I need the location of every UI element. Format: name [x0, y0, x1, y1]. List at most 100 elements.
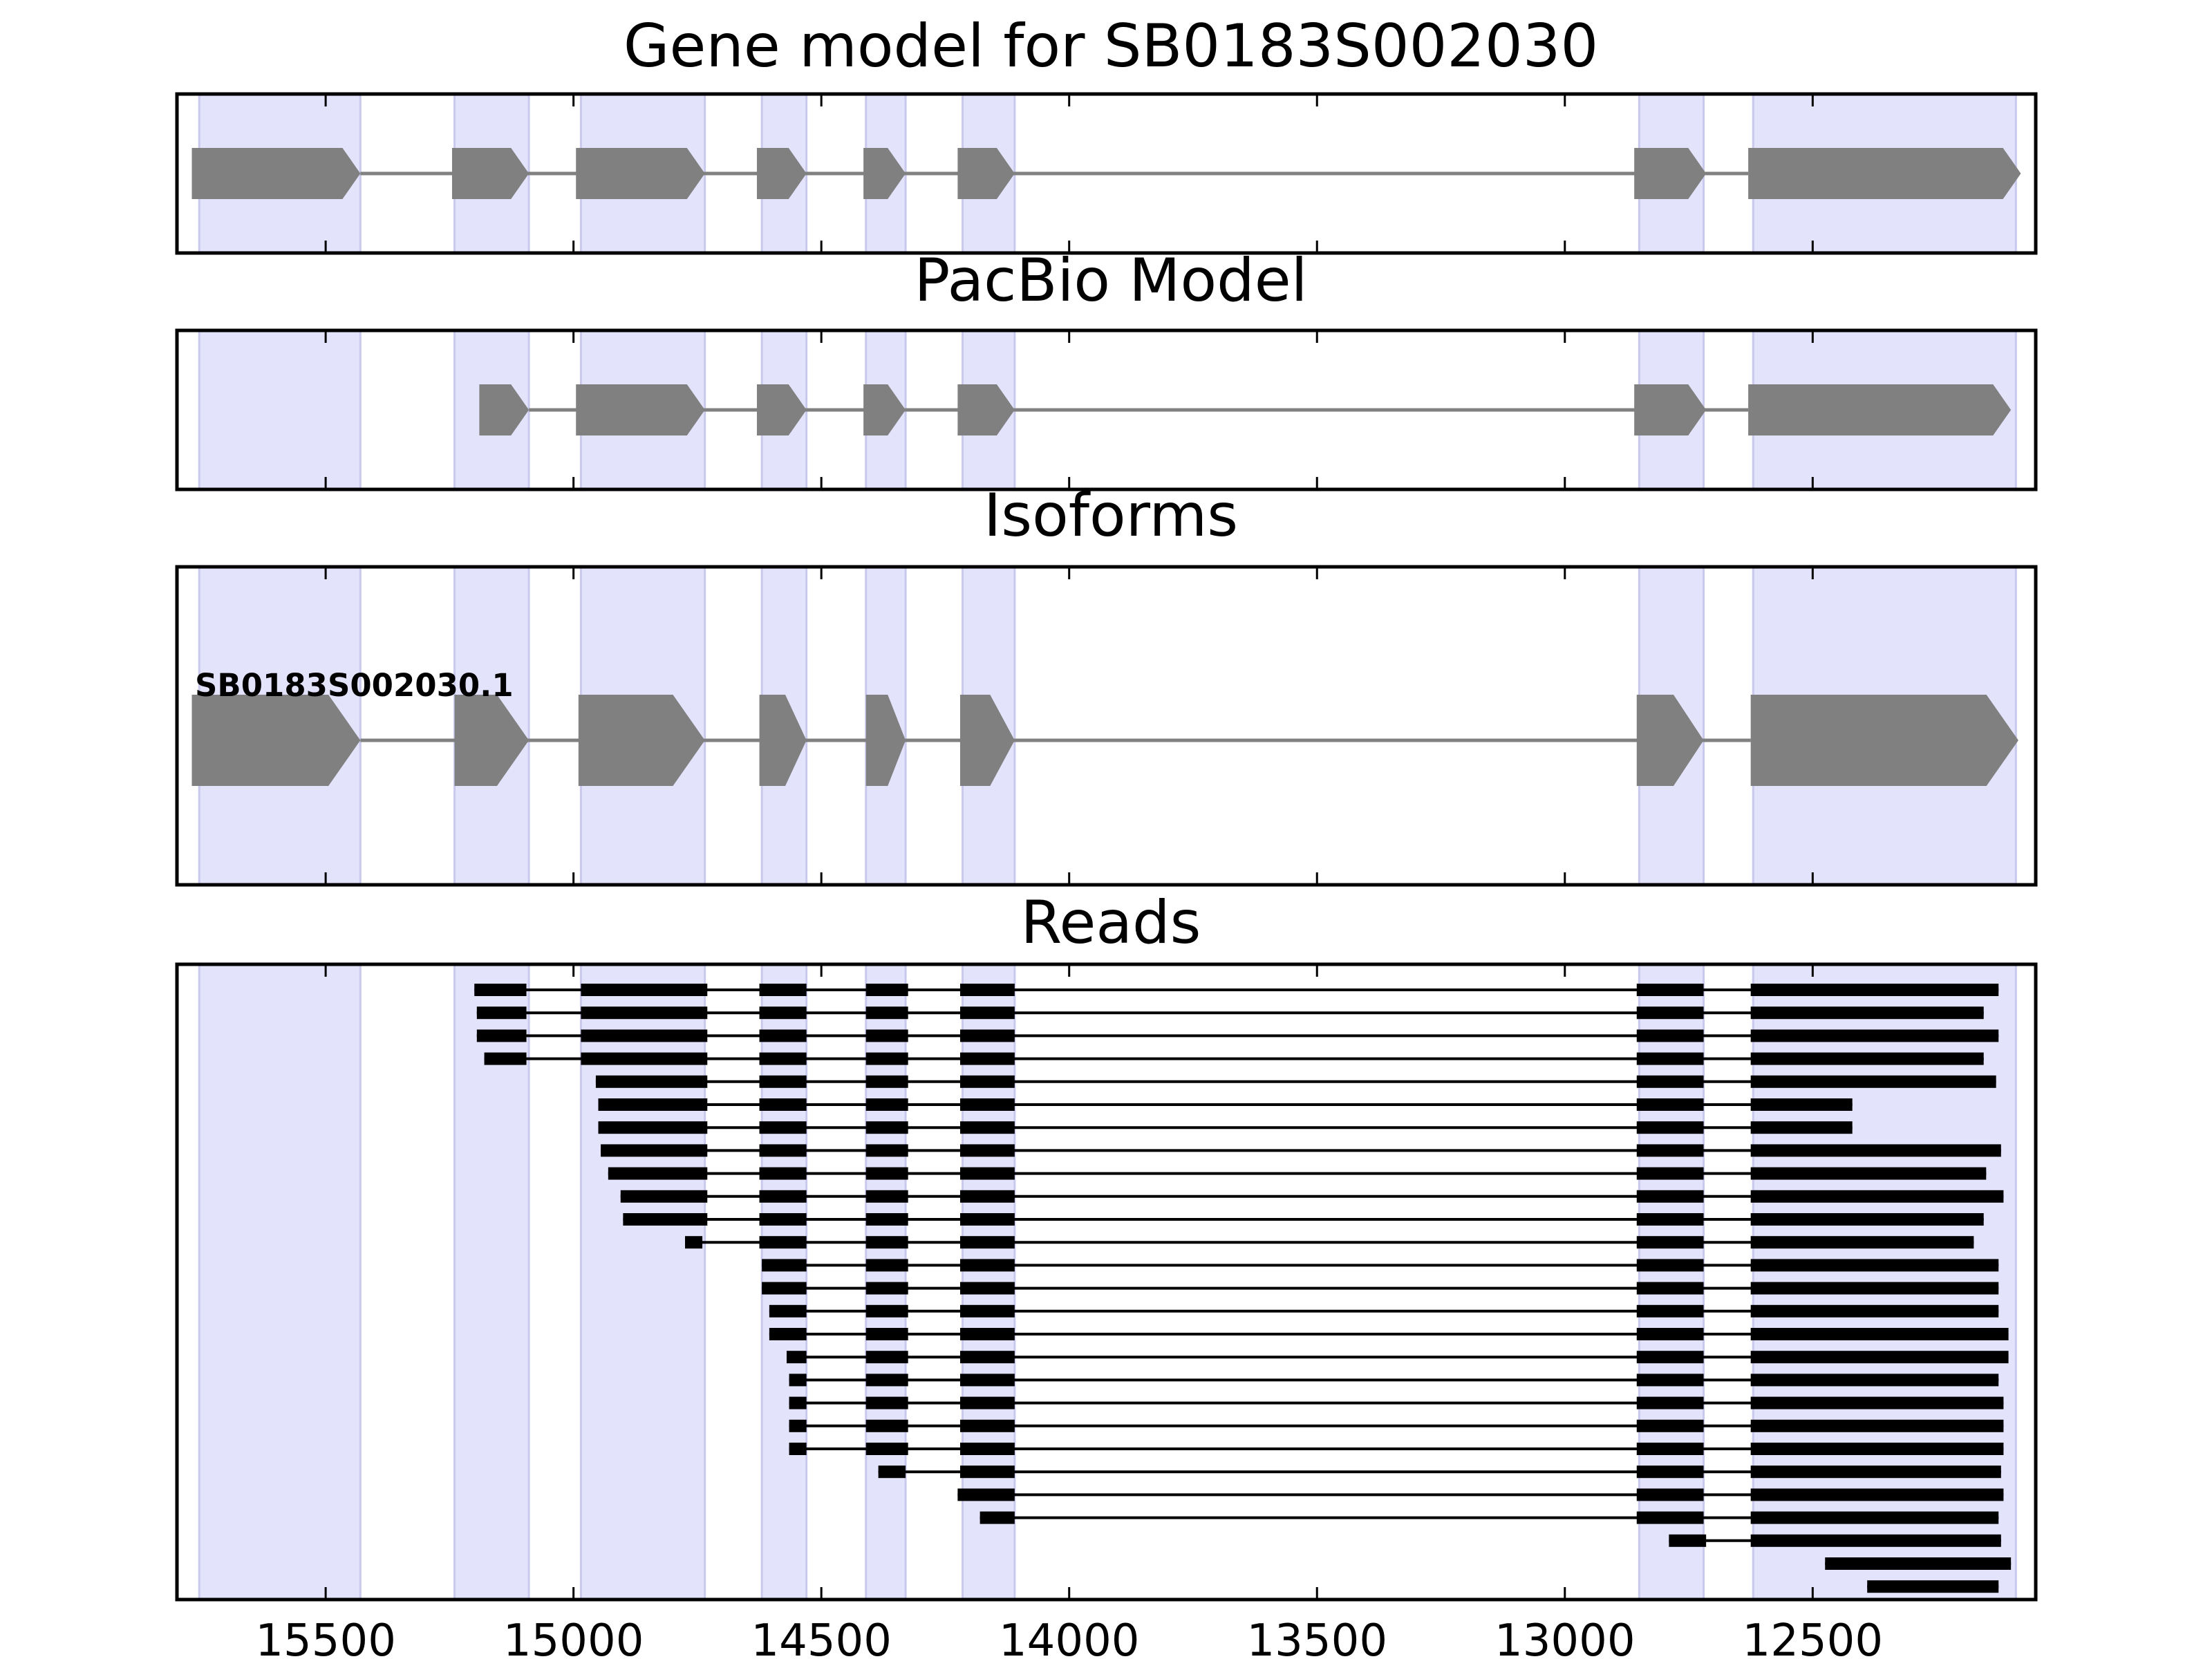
exon — [578, 695, 705, 786]
read-block — [1867, 1580, 1999, 1593]
exon — [1748, 384, 2012, 435]
panel-title-gene-model: Gene model for SB0183S002030 — [624, 12, 1598, 81]
read-block — [959, 1282, 1015, 1295]
read-block — [759, 1213, 807, 1226]
read-block — [1750, 1259, 1999, 1272]
read-block — [865, 984, 908, 996]
exon-band — [453, 963, 530, 1601]
read-block — [759, 1029, 807, 1042]
read-block — [1750, 1328, 2009, 1340]
read-block — [769, 1328, 807, 1340]
read-block — [581, 1052, 708, 1065]
exon-band — [198, 963, 362, 1601]
read-block — [865, 1328, 908, 1340]
exon — [1634, 384, 1707, 435]
read-block — [1750, 1534, 2001, 1547]
read-block — [1636, 1029, 1704, 1042]
read-block — [598, 1098, 708, 1111]
read-block — [762, 1282, 807, 1295]
read-block — [865, 1443, 908, 1455]
read-block — [865, 1121, 908, 1134]
pacbio-model-frame — [175, 328, 2038, 491]
exon-band — [760, 963, 808, 1601]
read-block — [1636, 1259, 1704, 1272]
read-block — [759, 1075, 807, 1088]
read-block — [476, 1029, 527, 1042]
read-block — [608, 1167, 708, 1180]
read-block — [759, 1167, 807, 1180]
read-block — [1636, 1236, 1704, 1249]
exon — [1634, 148, 1707, 199]
panel-title-reads: Reads — [1021, 888, 1201, 957]
read-block — [1636, 1075, 1704, 1088]
read-block — [601, 1144, 708, 1157]
read-block — [1750, 1396, 2004, 1409]
read-block — [789, 1396, 807, 1409]
read-block — [865, 1259, 908, 1272]
read-block — [959, 1213, 1015, 1226]
read-block — [1750, 1144, 2001, 1157]
read-block — [1825, 1557, 2012, 1570]
read-block — [957, 1488, 1015, 1501]
read-block — [598, 1121, 708, 1134]
read-block — [1750, 1213, 1984, 1226]
exon — [759, 695, 807, 786]
exon-band — [865, 963, 907, 1601]
read-block — [1750, 1282, 1999, 1295]
read-block — [1636, 1511, 1704, 1524]
gene-model-frame — [175, 92, 2038, 255]
read-block — [1636, 1167, 1704, 1180]
read-block — [959, 1374, 1015, 1387]
read-block — [1750, 1374, 1999, 1387]
read-block — [959, 1121, 1015, 1134]
read-block — [1750, 1443, 2004, 1455]
read-block — [959, 1351, 1015, 1364]
exon-band — [579, 963, 706, 1601]
read-block — [980, 1511, 1015, 1524]
gene-model-panel: Gene model for SB0183S002030 — [175, 12, 2038, 255]
read-block — [959, 1052, 1015, 1065]
read-block — [865, 1052, 908, 1065]
read-block — [759, 1236, 807, 1249]
panel-title-pacbio-model: PacBio Model — [914, 246, 1307, 315]
read-block — [1636, 1328, 1704, 1340]
read-block — [959, 1419, 1015, 1432]
read-block — [959, 1259, 1015, 1272]
read-block — [789, 1374, 807, 1387]
read-block — [623, 1213, 708, 1226]
read-block — [865, 1075, 908, 1088]
read-block — [1636, 1052, 1704, 1065]
exon — [756, 384, 807, 435]
read-block — [1750, 1190, 2004, 1203]
read-block — [759, 1121, 807, 1134]
read-block — [1750, 1488, 2004, 1501]
exon-band — [198, 329, 362, 491]
read-block — [865, 1304, 908, 1318]
exon — [191, 695, 361, 786]
read-block — [759, 1052, 807, 1065]
reads-frame — [175, 962, 2038, 1602]
read-block — [959, 1144, 1015, 1157]
read-block — [959, 1328, 1015, 1340]
pacbio-model-panel: PacBio Model — [175, 246, 2038, 491]
read-block — [1636, 1006, 1704, 1020]
read-block — [1636, 1396, 1704, 1409]
exon — [191, 148, 361, 199]
exon — [959, 695, 1015, 786]
read-block — [865, 1419, 908, 1432]
exon — [957, 384, 1015, 435]
read-block — [959, 984, 1015, 996]
exon — [756, 148, 807, 199]
read-block — [865, 1396, 908, 1409]
exon — [451, 148, 529, 199]
x-tick-label: 12500 — [1743, 1615, 1884, 1659]
read-block — [476, 1006, 527, 1020]
exon — [576, 148, 705, 199]
read-block — [759, 1190, 807, 1203]
read-block — [1636, 1488, 1704, 1501]
read-block — [1636, 1304, 1704, 1318]
x-tick-label: 14000 — [999, 1615, 1140, 1659]
read-block — [959, 1098, 1015, 1111]
read-block — [1669, 1534, 1707, 1547]
